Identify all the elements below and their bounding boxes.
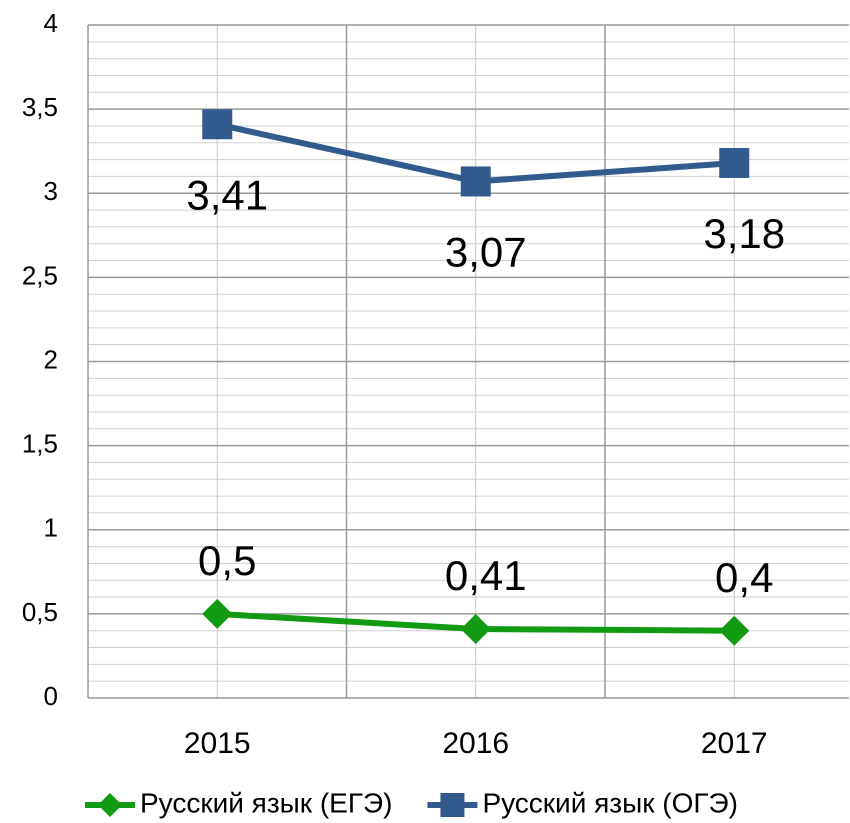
x-tick-label: 2017 xyxy=(701,727,768,760)
y-tick-label: 3,5 xyxy=(22,92,58,122)
marker xyxy=(460,166,491,197)
legend-marker xyxy=(440,793,465,817)
y-tick-label: 0,5 xyxy=(22,597,58,627)
marker xyxy=(202,109,233,140)
y-tick-label: 1,5 xyxy=(22,429,58,459)
y-tick-label: 1 xyxy=(44,513,58,543)
y-tick-label: 0 xyxy=(44,681,58,711)
data-label: 3,18 xyxy=(703,210,785,257)
y-tick-label: 2,5 xyxy=(22,260,58,290)
legend-marker xyxy=(98,793,122,817)
legend-label: Русский язык (ОГЭ) xyxy=(482,787,738,818)
data-label: 0,41 xyxy=(445,552,527,599)
y-tick-label: 2 xyxy=(44,344,58,374)
y-tick-label: 3 xyxy=(44,176,58,206)
x-tick-label: 2016 xyxy=(442,727,509,760)
marker xyxy=(460,614,491,645)
data-label: 0,5 xyxy=(198,537,256,584)
y-tick-label: 4 xyxy=(44,8,58,38)
data-label: 0,4 xyxy=(715,554,773,601)
marker xyxy=(719,147,750,178)
data-label: 3,07 xyxy=(445,229,527,276)
data-label: 3,41 xyxy=(186,171,268,218)
x-tick-label: 2015 xyxy=(184,727,251,760)
marker xyxy=(202,598,233,629)
legend-label: Русский язык (ЕГЭ) xyxy=(140,787,392,818)
marker xyxy=(719,615,750,646)
